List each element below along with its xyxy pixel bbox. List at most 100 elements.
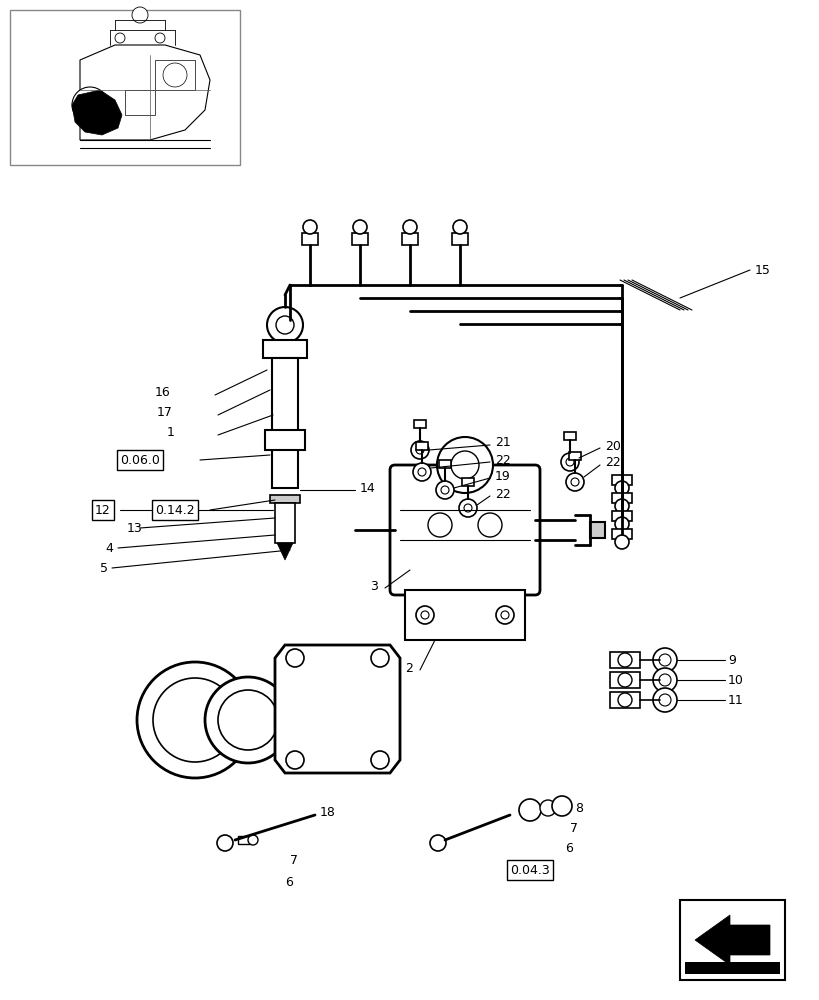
Bar — [609, 652, 639, 668]
Circle shape — [658, 674, 670, 686]
Text: 20: 20 — [604, 440, 620, 452]
Text: 5: 5 — [100, 562, 108, 574]
Text: 19: 19 — [495, 470, 510, 483]
Text: 3: 3 — [369, 580, 378, 592]
Bar — [405, 590, 524, 640]
Circle shape — [614, 535, 628, 549]
Circle shape — [618, 693, 631, 707]
Circle shape — [618, 653, 631, 667]
Circle shape — [618, 673, 631, 687]
Bar — [238, 836, 250, 844]
Text: 16: 16 — [154, 386, 170, 399]
Bar — [611, 493, 631, 503]
Circle shape — [437, 437, 492, 493]
Polygon shape — [695, 915, 769, 965]
Circle shape — [415, 446, 423, 454]
Text: 0.06.0: 0.06.0 — [120, 454, 160, 466]
Text: 22: 22 — [495, 454, 510, 466]
Circle shape — [614, 517, 628, 531]
Circle shape — [267, 307, 303, 343]
Circle shape — [495, 606, 514, 624]
Bar — [563, 432, 575, 440]
Circle shape — [652, 668, 676, 692]
Circle shape — [652, 648, 676, 672]
Bar — [609, 672, 639, 688]
Circle shape — [218, 690, 278, 750]
Circle shape — [658, 654, 670, 666]
Text: 6: 6 — [285, 876, 292, 888]
Circle shape — [217, 835, 233, 851]
Bar — [269, 495, 300, 503]
Text: 12: 12 — [95, 504, 111, 516]
Text: 6: 6 — [564, 842, 572, 854]
Circle shape — [132, 7, 147, 23]
Circle shape — [303, 220, 317, 234]
Circle shape — [658, 694, 670, 706]
Circle shape — [137, 662, 253, 778]
Text: 0.14.2: 0.14.2 — [155, 504, 195, 516]
Circle shape — [286, 751, 304, 769]
Circle shape — [370, 751, 388, 769]
Circle shape — [518, 799, 541, 821]
Circle shape — [155, 33, 165, 43]
Circle shape — [477, 513, 501, 537]
Circle shape — [153, 678, 237, 762]
Text: 11: 11 — [727, 694, 743, 706]
Circle shape — [452, 220, 467, 234]
Circle shape — [540, 800, 555, 816]
Circle shape — [72, 87, 108, 123]
Bar — [301, 233, 318, 245]
Circle shape — [459, 499, 477, 517]
Bar — [274, 503, 295, 543]
Circle shape — [464, 504, 472, 512]
Circle shape — [115, 33, 124, 43]
Bar — [155, 60, 195, 90]
Circle shape — [500, 611, 509, 619]
Bar — [351, 233, 368, 245]
Text: 22: 22 — [604, 456, 620, 470]
Text: 1: 1 — [167, 426, 174, 438]
Bar — [461, 478, 473, 486]
Text: 10: 10 — [727, 674, 743, 686]
Circle shape — [352, 220, 367, 234]
Circle shape — [450, 451, 478, 479]
Circle shape — [436, 481, 454, 499]
Circle shape — [614, 481, 628, 495]
Bar — [414, 420, 426, 428]
Bar — [568, 452, 581, 460]
Bar — [265, 430, 305, 450]
Circle shape — [276, 316, 294, 334]
Text: 0.04.3: 0.04.3 — [509, 863, 550, 876]
Text: 9: 9 — [727, 654, 735, 666]
Polygon shape — [274, 645, 400, 773]
Bar — [10, 10, 240, 165]
Polygon shape — [72, 90, 122, 135]
Circle shape — [565, 473, 583, 491]
Circle shape — [560, 453, 578, 471]
FancyBboxPatch shape — [390, 465, 540, 595]
Bar — [272, 358, 297, 488]
Bar — [438, 460, 450, 468]
Bar — [679, 900, 784, 980]
Bar — [124, 90, 155, 115]
Bar — [684, 962, 779, 974]
Circle shape — [370, 649, 388, 667]
Text: 2: 2 — [405, 662, 413, 674]
Text: 8: 8 — [574, 802, 582, 814]
Text: 13: 13 — [127, 522, 143, 534]
Text: 22: 22 — [495, 488, 510, 500]
Bar — [401, 233, 418, 245]
Bar — [611, 475, 631, 485]
Text: 7: 7 — [569, 822, 577, 834]
Circle shape — [415, 606, 433, 624]
Circle shape — [614, 499, 628, 513]
Polygon shape — [277, 543, 292, 560]
Circle shape — [286, 649, 304, 667]
Bar — [263, 340, 306, 358]
Circle shape — [247, 835, 258, 845]
Circle shape — [413, 463, 431, 481]
Circle shape — [163, 63, 187, 87]
Circle shape — [402, 220, 417, 234]
Polygon shape — [80, 45, 210, 140]
Text: 4: 4 — [105, 542, 113, 554]
